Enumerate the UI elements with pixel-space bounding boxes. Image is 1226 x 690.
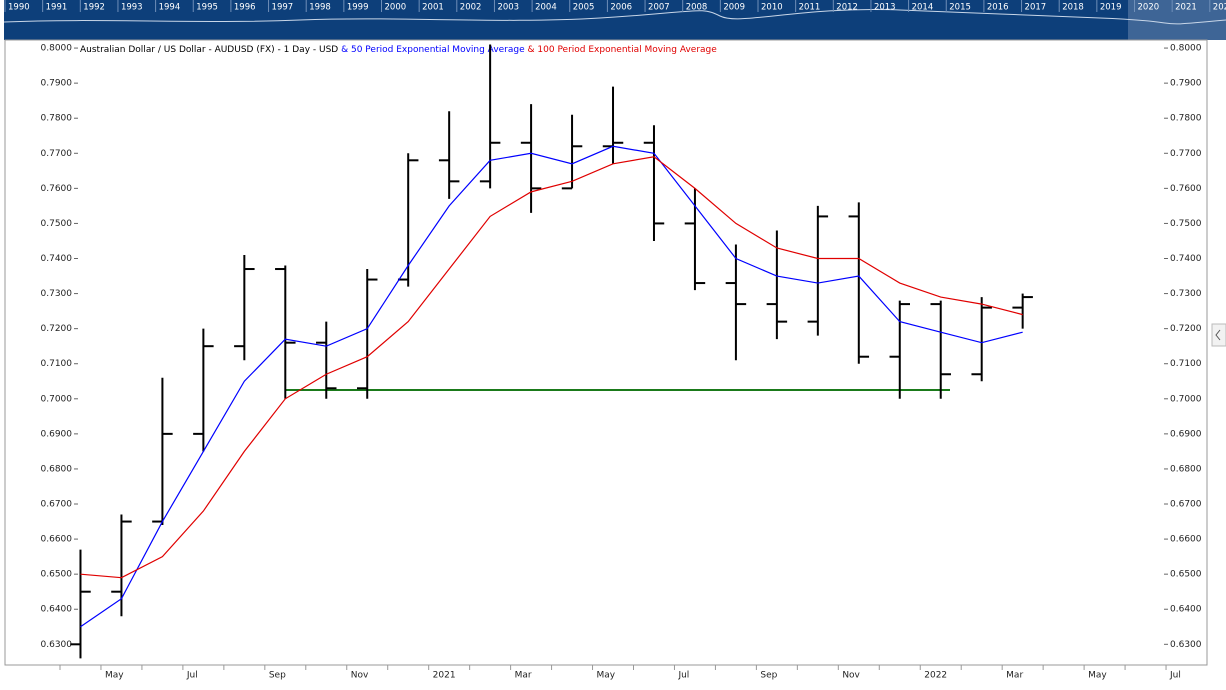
- y-tick-label: 0.7000: [41, 394, 73, 404]
- navigator-year: 2002: [460, 3, 482, 13]
- x-tick-label: Sep: [269, 671, 286, 681]
- y-tick-label: 0.7100: [41, 359, 73, 369]
- y-tick-label-right: 0.7600: [1170, 184, 1202, 194]
- y-tick-label-right: 0.6500: [1170, 570, 1202, 580]
- y-tick-label-right: 0.7700: [1170, 149, 1202, 159]
- navigator-year: 2016: [987, 3, 1009, 13]
- y-tick-label: 0.6700: [41, 500, 73, 510]
- x-tick-label: 2022: [924, 671, 947, 681]
- x-tick-label: Nov: [351, 671, 369, 681]
- navigator-year: 2009: [723, 3, 745, 13]
- x-tick-label: May: [597, 671, 616, 681]
- navigator-year: 1996: [234, 3, 256, 13]
- y-tick-label-right: 0.7200: [1170, 324, 1202, 334]
- navigator-year: 1999: [347, 3, 369, 13]
- navigator-year: 2014: [912, 3, 934, 13]
- side-tab-arrow: [1215, 329, 1221, 341]
- x-tick-label: May: [1088, 671, 1107, 681]
- y-tick-label-right: 0.6900: [1170, 429, 1202, 439]
- ema-line: [80, 156, 1023, 579]
- navigator-year: 2010: [761, 3, 783, 13]
- y-tick-label-right: 0.6400: [1170, 605, 1202, 615]
- x-tick-label: Mar: [515, 671, 532, 681]
- navigator-year: 1998: [309, 3, 331, 13]
- y-tick-label-right: 0.7900: [1170, 79, 1202, 89]
- navigator-year: 1991: [46, 3, 68, 13]
- y-tick-label: 0.6900: [41, 429, 73, 439]
- y-tick-label: 0.6800: [41, 464, 73, 474]
- navigator-year: 2021: [1175, 3, 1197, 13]
- y-tick-label: 0.7300: [41, 289, 73, 299]
- navigator[interactable]: 1990 1991 1992 1993 1994 1995 1996 1997 1998 1999…: [3, 0, 1226, 40]
- navigator-year: 2008: [686, 3, 708, 13]
- navigator-year: 2004: [535, 3, 557, 13]
- ema-line: [80, 145, 1023, 628]
- y-tick-label: 0.8000: [41, 44, 73, 54]
- y-tick-label-right: 0.6800: [1170, 464, 1202, 474]
- x-tick-label: Jul: [1169, 671, 1181, 681]
- navigator-year: 2011: [799, 3, 821, 13]
- legend-entry: & 50 Period Exponential Moving Average: [341, 45, 525, 55]
- navigator-year: 2017: [1025, 3, 1047, 13]
- legend-entry: Australian Dollar / US Dollar - AUDUSD (…: [80, 45, 338, 55]
- y-tick-label: 0.6600: [41, 535, 73, 545]
- navigator-year: 2019: [1100, 3, 1122, 13]
- y-tick-label-right: 0.7000: [1170, 394, 1202, 404]
- y-tick-label: 0.7700: [41, 149, 73, 159]
- y-tick-label: 0.6500: [41, 570, 73, 580]
- navigator-year: 2007: [648, 3, 670, 13]
- x-tick-label: 2021: [433, 671, 456, 681]
- y-tick-label: 0.7900: [41, 79, 73, 89]
- navigator-bar: [4, 0, 1226, 40]
- y-tick-label-right: 0.6600: [1170, 535, 1202, 545]
- side-tab[interactable]: [1211, 323, 1226, 347]
- y-tick-label-right: 0.6700: [1170, 500, 1202, 510]
- navigator-year: 2001: [422, 3, 444, 13]
- y-tick-label-right: 0.7800: [1170, 114, 1202, 124]
- y-tick-label: 0.7600: [41, 184, 73, 194]
- navigator-year: 1990: [8, 3, 30, 13]
- y-tick-label-right: 0.7300: [1170, 289, 1202, 299]
- navigator-year: 1992: [83, 3, 105, 13]
- navigator-year: 1995: [196, 3, 218, 13]
- y-tick-label: 0.6400: [41, 605, 73, 615]
- y-tick-label-right: 0.7500: [1170, 219, 1202, 229]
- navigator-year: 2003: [497, 3, 519, 13]
- x-tick-label: May: [105, 671, 124, 681]
- y-tick-label: 0.7500: [41, 219, 73, 229]
- navigator-year: 2000: [385, 3, 407, 13]
- x-tick-label: Nov: [842, 671, 860, 681]
- y-tick-label: 0.7400: [41, 254, 73, 264]
- navigator-year: 2012: [836, 3, 858, 13]
- navigator-year: 2006: [610, 3, 632, 13]
- x-tick-label: Sep: [760, 671, 777, 681]
- legend-entry: & 100 Period Exponential Moving Average: [528, 45, 718, 55]
- navigator-year: 2013: [874, 3, 896, 13]
- y-tick-label-right: 0.6300: [1170, 640, 1202, 650]
- navigator-year: 2020: [1138, 3, 1160, 13]
- y-tick-label-right: 0.8000: [1170, 44, 1202, 54]
- navigator-year: 2022: [1213, 3, 1226, 13]
- navigator-year: 1994: [159, 3, 181, 13]
- x-tick-label: Jul: [186, 671, 198, 681]
- x-tick-label: Jul: [677, 671, 689, 681]
- navigator-year: 2015: [949, 3, 971, 13]
- navigator-year: 1993: [121, 3, 143, 13]
- y-tick-label-right: 0.7100: [1170, 359, 1202, 369]
- x-tick-label: Mar: [1006, 671, 1023, 681]
- navigator-line: [3, 8, 1226, 25]
- legend: Australian Dollar / US Dollar - AUDUSD (…: [80, 45, 717, 55]
- y-tick-label-right: 0.7400: [1170, 254, 1202, 264]
- navigator-year: 1997: [272, 3, 294, 13]
- navigator-year: 2018: [1062, 3, 1084, 13]
- y-tick-label: 0.6300: [41, 640, 73, 650]
- y-tick-label: 0.7800: [41, 114, 73, 124]
- navigator-year: 2005: [573, 3, 595, 13]
- y-tick-label: 0.7200: [41, 324, 73, 334]
